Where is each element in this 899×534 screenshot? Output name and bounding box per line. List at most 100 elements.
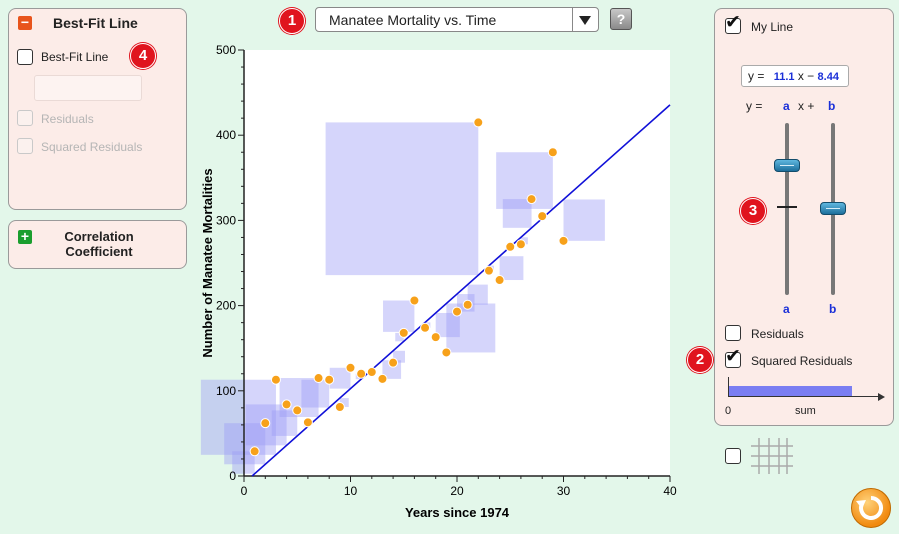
data-point-18 xyxy=(430,332,441,343)
data-point-8 xyxy=(324,374,335,385)
residual-square-21 xyxy=(467,284,488,305)
data-point-17 xyxy=(420,322,431,333)
x-tick-label: 20 xyxy=(450,484,464,498)
expand-correlation-button[interactable]: + xyxy=(18,229,32,244)
residual-square-8 xyxy=(301,379,330,408)
my-line-panel: ✔ My Line y = 11.1 x − 8.44 y = a x + b … xyxy=(687,8,894,426)
data-point-3 xyxy=(270,374,281,385)
data-point-15 xyxy=(398,327,409,338)
x-tick-label: 10 xyxy=(344,484,358,498)
equation-mid: x − xyxy=(797,69,815,83)
reset-icon xyxy=(856,495,884,520)
data-point-25 xyxy=(505,241,516,252)
correlation-title-line2: Coefficient xyxy=(65,244,133,259)
dataset-select[interactable]: Manatee Mortality vs. Time xyxy=(315,7,599,32)
residuals-checkbox-disabled xyxy=(17,110,33,126)
data-point-27 xyxy=(526,194,537,205)
y-tick-label: 0 xyxy=(229,469,236,483)
data-point-14 xyxy=(388,357,399,368)
bestfit-panel-title: Best-Fit Line xyxy=(53,15,138,31)
equation-b-value: 8.44 xyxy=(817,71,839,83)
help-button[interactable]: ? xyxy=(610,8,632,30)
slider-a-track[interactable] xyxy=(785,123,789,295)
slider-a-thumb[interactable] xyxy=(774,159,800,172)
correlation-panel: + Correlation Coefficient xyxy=(8,220,187,269)
correlation-title-line1: Correlation xyxy=(64,229,134,244)
collapse-bestfit-button[interactable]: − xyxy=(18,15,32,30)
bestfit-checkbox-label: Best-Fit Line xyxy=(41,50,109,64)
residuals-label: Residuals xyxy=(751,327,804,341)
squared-residuals-checkbox[interactable]: ✔ xyxy=(725,347,741,368)
plot-area xyxy=(244,50,670,476)
dataset-badge: 1 xyxy=(279,8,305,34)
slider-b-thumb[interactable] xyxy=(820,202,846,215)
data-point-23 xyxy=(483,265,494,276)
y-axis-label: Number of Manatee Mortalities xyxy=(200,168,215,357)
data-point-10 xyxy=(345,362,356,373)
slider-a-label: a xyxy=(783,302,790,316)
slider-zero-marker xyxy=(777,206,797,208)
form-a: a xyxy=(783,99,790,113)
bestfit-badge: 4 xyxy=(130,43,156,69)
my-line xyxy=(251,104,671,477)
y-tick-label: 100 xyxy=(216,384,236,398)
form-y: y = xyxy=(746,99,763,113)
my-line-checkbox[interactable]: ✔ xyxy=(725,13,741,34)
data-point-13 xyxy=(377,373,388,384)
equation-display: y = 11.1 x − 8.44 xyxy=(741,65,849,87)
residual-square-29 xyxy=(496,152,553,209)
residual-square-22 xyxy=(325,122,479,276)
data-point-24 xyxy=(494,275,505,286)
data-point-6 xyxy=(302,417,313,428)
data-point-20 xyxy=(452,306,462,317)
form-xplus: x + xyxy=(798,99,815,113)
x-tick-label: 40 xyxy=(663,484,677,498)
x-axis-label: Years since 1974 xyxy=(405,505,510,520)
sum-axis-arrow-icon xyxy=(878,393,885,401)
data-point-7 xyxy=(313,373,324,384)
data-point-21 xyxy=(462,299,473,310)
grid-icon xyxy=(751,438,793,474)
my-line-label: My Line xyxy=(751,20,794,34)
checkmark-icon: ✔ xyxy=(725,346,741,367)
residual-square-16 xyxy=(383,300,415,332)
sum-axis-horizontal xyxy=(728,396,880,397)
equation-prefix: y = xyxy=(748,69,765,83)
bestfit-checkbox[interactable] xyxy=(17,49,33,65)
grid-checkbox[interactable] xyxy=(725,448,741,464)
squared-residuals-label: Squared Residuals xyxy=(751,354,853,368)
sum-zero-label: 0 xyxy=(725,405,732,417)
residuals-checkbox[interactable] xyxy=(725,325,741,341)
residual-square-15 xyxy=(395,332,404,342)
data-point-29 xyxy=(547,147,558,158)
y-tick-label: 400 xyxy=(216,128,236,142)
squared-residuals-checkbox-disabled xyxy=(17,138,33,154)
bestfit-panel: − Best-Fit Line Best-Fit Line 4 Residual… xyxy=(8,8,187,210)
residual-square-3 xyxy=(200,379,276,455)
data-point-5 xyxy=(292,405,303,416)
data-point-28 xyxy=(537,211,548,222)
checkmark-icon: ✔ xyxy=(725,12,741,33)
residual-square-9 xyxy=(339,398,349,407)
x-tick-label: 0 xyxy=(241,484,248,498)
sum-bar xyxy=(729,386,852,396)
bestfit-equation-box xyxy=(34,75,142,101)
data-point-12 xyxy=(366,367,377,378)
sum-axis-vertical xyxy=(728,377,729,397)
residuals-label-disabled: Residuals xyxy=(41,112,94,126)
scatter-chart: 0 10 20 30 40 0 100 200 300 400 500 Years since 19… xyxy=(196,36,686,526)
data-point-22 xyxy=(473,117,484,128)
chevron-down-icon[interactable] xyxy=(579,16,591,25)
data-point-11 xyxy=(356,368,367,379)
dropdown-divider xyxy=(572,8,573,31)
y-tick-label: 500 xyxy=(216,43,236,57)
sum-label: sum xyxy=(795,405,816,417)
data-point-19 xyxy=(441,347,452,358)
reset-button[interactable] xyxy=(851,488,891,528)
residual-square-14 xyxy=(393,350,405,363)
residual-square-5 xyxy=(271,410,298,436)
slider-badge: 3 xyxy=(740,198,766,224)
residual-square-30 xyxy=(563,199,605,241)
y-tick-label: 300 xyxy=(216,213,236,227)
